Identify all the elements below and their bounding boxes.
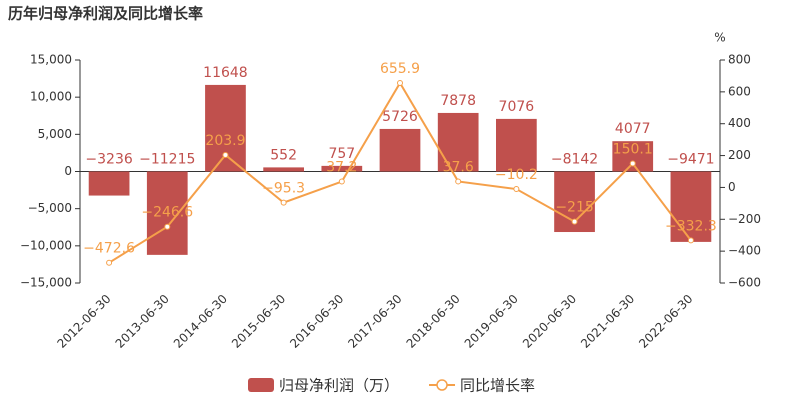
bar-label: −3236 — [85, 152, 132, 168]
bar — [205, 84, 246, 172]
y2-tick-label: 400 — [728, 116, 751, 130]
bar-label: 7878 — [440, 93, 476, 109]
bar-label: −8142 — [551, 152, 598, 168]
line-label: −472.6 — [83, 241, 135, 257]
y-tick-label: 15,000 — [30, 53, 72, 67]
line-label: 150.1 — [613, 142, 653, 158]
bar — [263, 167, 304, 172]
y2-tick-label: 0 — [728, 180, 736, 194]
line-label: −215 — [555, 200, 593, 216]
bar — [496, 118, 537, 172]
y-tick-label: 5,000 — [38, 127, 72, 141]
y-tick-label: −15,000 — [20, 276, 72, 290]
line-label: 203.9 — [205, 133, 245, 149]
bar-label: 11648 — [203, 65, 248, 81]
line-label: 37.2 — [326, 160, 357, 176]
line-label: 37.6 — [443, 159, 474, 175]
bar — [321, 165, 363, 172]
x-tick-label: 2020-06-30 — [520, 292, 579, 351]
y2-tick-label: 800 — [728, 53, 751, 67]
bar-label: 757 — [328, 146, 355, 162]
x-tick-label: 2014-06-30 — [171, 292, 230, 351]
legend-label: 同比增长率 — [460, 377, 535, 395]
bar — [437, 112, 479, 172]
line-point — [629, 160, 636, 167]
line-point — [455, 178, 462, 185]
line-point — [687, 237, 694, 244]
legend-label: 归母净利润（万） — [279, 377, 399, 395]
x-tick-label: 2018-06-30 — [404, 292, 463, 351]
line-point — [571, 218, 578, 225]
x-tick-label: 2021-06-30 — [578, 292, 637, 351]
bar-label: 7076 — [499, 99, 535, 115]
x-tick-label: 2019-06-30 — [462, 292, 521, 351]
y-tick-label: 10,000 — [30, 90, 72, 104]
x-tick-label: 2013-06-30 — [113, 292, 172, 351]
y2-tick-label: 200 — [728, 148, 751, 162]
line-point — [222, 151, 229, 158]
line-label: −95.3 — [262, 181, 305, 197]
line-point — [338, 178, 345, 185]
line-label: −332.3 — [665, 218, 717, 234]
bar-label: 5726 — [382, 109, 418, 125]
x-tick-label: 2022-06-30 — [636, 292, 695, 351]
bar — [670, 171, 712, 242]
x-tick-label: 2016-06-30 — [287, 292, 346, 351]
bar-label: 552 — [270, 147, 297, 163]
y-tick-label: −5,000 — [28, 201, 72, 215]
y2-tick-label: −600 — [728, 276, 761, 290]
y2-tick-label: −400 — [728, 244, 761, 258]
line-label: −10.2 — [495, 167, 538, 183]
x-tick-label: 2015-06-30 — [229, 292, 288, 351]
bar-label: −9471 — [667, 152, 714, 168]
x-tick-label: 2017-06-30 — [345, 292, 404, 351]
y2-axis-label: % — [714, 31, 725, 45]
line-point — [397, 79, 403, 86]
line-point — [280, 199, 287, 206]
line-point — [106, 259, 113, 266]
y-tick-label: −10,000 — [20, 238, 72, 252]
legend-swatch — [248, 378, 274, 392]
line-label: −246.6 — [141, 205, 193, 221]
bar — [88, 171, 130, 196]
line-point — [513, 186, 520, 193]
x-tick-label: 2012-06-30 — [54, 292, 113, 351]
y-tick-label: 0 — [64, 164, 72, 178]
chart-title: 历年归母净利润及同比增长率 — [8, 5, 203, 23]
line-label: 655.9 — [380, 61, 420, 77]
bar-label: 4077 — [615, 121, 651, 137]
y2-tick-label: −200 — [728, 212, 761, 226]
legend-swatch — [436, 379, 448, 391]
line-point — [164, 223, 171, 230]
bar-label: −11215 — [139, 152, 195, 168]
bar — [146, 171, 188, 255]
bar — [379, 128, 421, 172]
y2-tick-label: 600 — [728, 84, 751, 98]
